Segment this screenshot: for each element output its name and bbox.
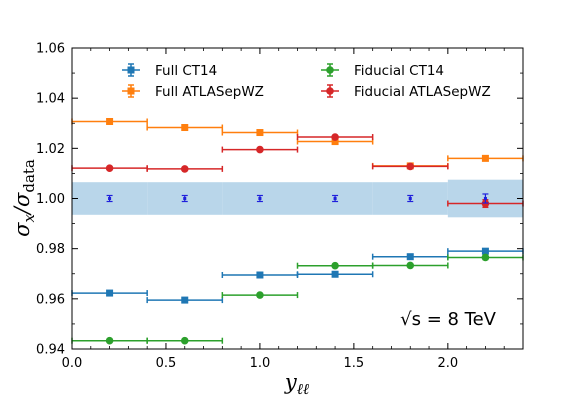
series-marker: [331, 261, 339, 270]
data-point-4: [332, 194, 339, 203]
series-point: [71, 289, 148, 297]
series-marker: [406, 162, 415, 171]
series-point: [221, 291, 299, 299]
series-marker: [106, 117, 114, 125]
x-tick-label: 0.5: [156, 356, 177, 371]
series-point: [296, 270, 374, 278]
series-marker: [181, 124, 189, 132]
y-tick-label: 1.06: [36, 42, 65, 57]
series-point: [371, 253, 449, 261]
data-point-marker: [408, 197, 412, 200]
series-point: [447, 253, 524, 262]
legend-label: Full CT14: [155, 63, 217, 79]
series-marker: [181, 296, 189, 304]
legend-label: Full ATLASepWZ: [155, 84, 264, 100]
series-point: [447, 154, 524, 162]
legend-entry-1: Full CT14: [122, 63, 217, 79]
series-point: [296, 133, 374, 141]
data-point-2: [181, 194, 188, 203]
data-points-layer: [106, 193, 489, 204]
series-marker: [481, 253, 490, 262]
series-marker: [180, 336, 189, 345]
series-marker: [106, 289, 114, 297]
y-tick-label: 1.00: [36, 192, 65, 207]
series-layer: [71, 117, 524, 345]
series-point: [71, 336, 148, 345]
series-1: [71, 247, 524, 304]
series-4: [71, 133, 524, 209]
energy-annotation: √s = 8 TeV: [400, 309, 497, 330]
legend-entry-3: Fiducial CT14: [321, 63, 444, 79]
series-marker: [180, 165, 189, 173]
y-axis-title-den-sub: data: [20, 159, 38, 193]
series-marker: [331, 133, 339, 141]
series-point: [221, 129, 299, 137]
legend-marker: [127, 66, 135, 74]
series-marker: [406, 261, 415, 270]
series-marker: [481, 154, 489, 162]
axis-ticks: 0.0 0.5 1.0 1.5 2.0 0.94 0.96 0.98 1.00 1.02 1.04 1…: [36, 42, 523, 371]
x-axis-title-main: y: [284, 370, 298, 394]
series-point: [371, 261, 449, 270]
data-point-5: [407, 194, 414, 203]
data-uncertainty-band: [72, 179, 523, 218]
x-axis-title-sub: ℓℓ: [297, 380, 310, 398]
y-axis-title-num-sub: x: [20, 214, 38, 223]
series-marker: [406, 253, 414, 261]
data-point-marker: [183, 197, 187, 200]
series-point: [146, 336, 224, 345]
series-point: [146, 296, 224, 304]
data-point-marker: [258, 197, 262, 200]
legend-marker: [326, 66, 334, 74]
series-point: [71, 164, 148, 172]
legend-entry-4: Fiducial ATLASepWZ: [321, 84, 491, 100]
y-axis-title-sep: /σ: [10, 192, 34, 216]
series-marker: [331, 138, 339, 146]
legend-marker: [326, 87, 334, 95]
y-tick-label: 0.98: [36, 242, 65, 257]
legend: Full CT14 Full ATLASepWZ Fiducial CT14 Fidu…: [122, 63, 491, 100]
x-tick-label: 1.0: [250, 356, 271, 371]
series-point: [71, 117, 148, 125]
series-point: [447, 247, 524, 255]
data-point-marker: [108, 197, 112, 200]
series-point: [146, 124, 224, 132]
series-marker: [256, 271, 264, 279]
series-marker: [256, 145, 264, 154]
data-point-6: [482, 193, 489, 204]
data-point-3: [256, 194, 263, 203]
series-marker: [256, 129, 264, 137]
series-point: [296, 261, 374, 270]
y-axis-title: σx/σdata: [10, 159, 38, 237]
x-tick-label: 0.0: [62, 356, 83, 371]
legend-marker: [127, 87, 135, 95]
series-point: [371, 162, 449, 171]
series-marker: [331, 270, 339, 278]
data-point-marker: [483, 197, 487, 200]
series-marker: [105, 336, 114, 345]
x-tick-label: 2.0: [437, 356, 458, 371]
series-marker: [481, 247, 489, 255]
y-tick-label: 1.02: [36, 142, 65, 157]
y-tick-label: 1.04: [36, 92, 65, 107]
series-2: [71, 117, 524, 170]
series-point: [221, 145, 299, 154]
y-tick-label: 0.96: [36, 292, 65, 307]
x-axis-title: yℓℓ: [284, 370, 309, 398]
x-tick-label: 1.5: [344, 356, 365, 371]
series-marker: [105, 164, 114, 172]
series-3: [71, 253, 524, 345]
series-marker: [256, 291, 264, 299]
legend-entry-2: Full ATLASepWZ: [122, 84, 264, 100]
series-point: [221, 271, 299, 279]
legend-label: Fiducial CT14: [354, 63, 444, 79]
legend-label: Fiducial ATLASepWZ: [354, 84, 491, 100]
data-point-1: [106, 194, 113, 203]
series-point: [146, 165, 224, 173]
y-tick-label: 0.94: [36, 343, 65, 358]
data-point-marker: [333, 197, 337, 200]
y-axis-title-num: σ: [10, 222, 34, 237]
